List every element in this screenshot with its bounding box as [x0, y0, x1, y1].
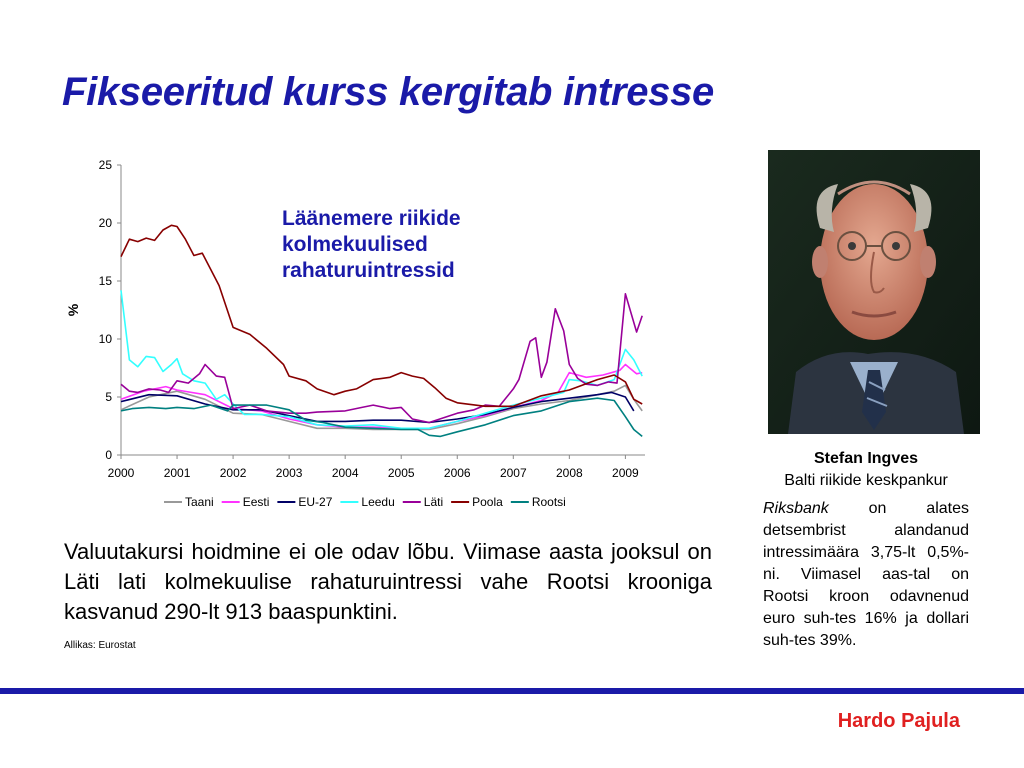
x-tick-label: 2007 — [500, 466, 527, 480]
y-tick-label: 0 — [105, 448, 112, 462]
caption-italic-term: Riksbank — [763, 500, 829, 517]
legend-label: Taani — [185, 495, 214, 509]
footer-rule — [0, 688, 1024, 694]
body-paragraph: Valuutakursi hoidmine ei ole odav lõbu. … — [64, 539, 712, 624]
legend-label: Rootsi — [532, 495, 566, 509]
y-tick-label: 20 — [99, 216, 113, 230]
y-tick-label: 10 — [99, 332, 113, 346]
x-tick-labels: 2000 2001 2002 2003 2004 2005 2006 2007 2008 2009 — [108, 455, 639, 480]
y-tick-labels: 0 5 10 15 20 25 — [99, 158, 121, 462]
legend-label: Leedu — [361, 495, 394, 509]
x-tick-label: 2005 — [388, 466, 415, 480]
plot-axes — [120, 165, 645, 456]
y-tick-label: 5 — [105, 390, 112, 404]
caption-role: Balti riikide keskpankur — [784, 472, 948, 489]
caption-body: on alates detsembrist alandanud intressi… — [763, 500, 969, 649]
x-tick-label: 2006 — [444, 466, 471, 480]
x-tick-label: 2008 — [556, 466, 583, 480]
slide-title: Fikseeritud kurss kergitab intresse — [62, 70, 715, 114]
x-tick-label: 2003 — [276, 466, 303, 480]
portrait-photo — [768, 150, 980, 434]
annotation-line-2: kolmekuulised — [282, 233, 428, 256]
series-line-5 — [120, 293, 643, 424]
series-line-4 — [120, 290, 643, 430]
series-line-7 — [120, 397, 643, 438]
author-name: Hardo Pajula — [837, 710, 960, 732]
legend-label: Läti — [424, 495, 443, 509]
chart-annotation: Läänemere riikide kolmekuulised rahaturu… — [282, 206, 461, 284]
x-tick-label: 2004 — [332, 466, 359, 480]
y-axis-label: % — [65, 303, 81, 316]
annotation-line-1: Läänemere riikide — [282, 207, 461, 230]
x-tick-label: 2009 — [612, 466, 639, 480]
caption-text: Riksbank on alates detsembrist alandanud… — [763, 498, 969, 652]
legend-label: Poola — [472, 495, 503, 509]
caption-name: Stefan Ingves — [813, 450, 919, 467]
x-tick-label: 2001 — [164, 466, 191, 480]
legend-label: Eesti — [243, 495, 270, 509]
legend: Taani Eesti EU-27 Leedu Läti Poola Rootsi — [164, 495, 566, 509]
series-line-6 — [120, 224, 643, 408]
source-note: Allikas: Eurostat — [64, 640, 136, 651]
x-tick-label: 2000 — [108, 466, 135, 480]
series-lines — [120, 224, 643, 438]
annotation-line-3: rahaturuintressid — [282, 259, 455, 282]
y-tick-label: 25 — [99, 158, 113, 172]
x-tick-label: 2002 — [220, 466, 247, 480]
legend-label: EU-27 — [298, 495, 332, 509]
y-tick-label: 15 — [99, 274, 113, 288]
